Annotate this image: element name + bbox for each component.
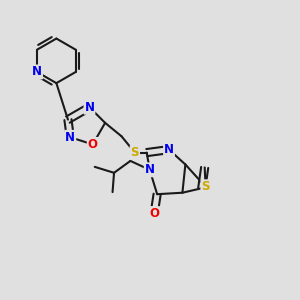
Text: N: N — [164, 143, 174, 156]
Text: N: N — [32, 65, 42, 79]
Text: S: S — [130, 146, 139, 159]
Text: N: N — [145, 163, 155, 176]
Text: N: N — [85, 101, 94, 114]
Text: O: O — [149, 207, 159, 220]
Text: O: O — [88, 138, 98, 151]
Text: S: S — [201, 180, 210, 193]
Text: N: N — [65, 131, 75, 144]
